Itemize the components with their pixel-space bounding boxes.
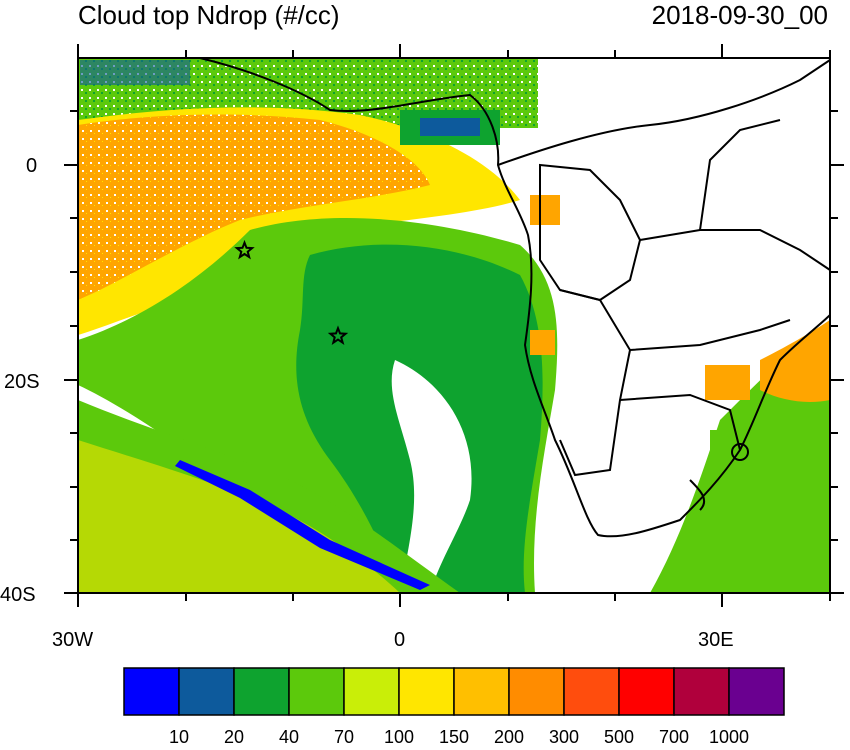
colorbar-segment — [728, 667, 785, 716]
colorbar-segment — [288, 667, 345, 716]
lat-label-40s: 40S — [0, 584, 36, 606]
lon-label-30w: 30W — [52, 629, 93, 651]
colorbar-label: 70 — [334, 727, 354, 747]
star-marker-2 — [327, 325, 349, 346]
coastlines — [199, 58, 830, 538]
colorbar-segment — [508, 667, 565, 716]
colorbar-label: 150 — [439, 727, 469, 747]
colorbar-segment — [123, 667, 180, 716]
cloud-field — [78, 58, 830, 593]
colorbar-label: 100 — [384, 727, 414, 747]
colorbar-segment — [453, 667, 510, 716]
colorbar-segment — [618, 667, 675, 716]
colorbar: 10 20 40 70 100 150 200 300 500 700 1000 — [123, 667, 785, 747]
star-markers — [234, 239, 349, 346]
colorbar-segment — [178, 667, 235, 716]
colorbar-segment — [343, 667, 400, 716]
chart-title: Cloud top Ndrop (#/cc) — [78, 0, 340, 30]
axis-ticks — [64, 44, 844, 607]
colorbar-segment — [673, 667, 730, 716]
colorbar-label: 40 — [279, 727, 299, 747]
colorbar-label: 700 — [659, 727, 689, 747]
colorbar-segment — [233, 667, 290, 716]
colorbar-label: 500 — [604, 727, 634, 747]
colorbar-segment — [563, 667, 620, 716]
colorbar-label: 10 — [169, 727, 189, 747]
star-marker-1 — [234, 239, 255, 260]
colorbar-label: 300 — [549, 727, 579, 747]
lon-label-30e: 30E — [698, 629, 734, 651]
colorbar-label: 20 — [224, 727, 244, 747]
lon-label-0: 0 — [394, 629, 405, 651]
colorbar-label: 200 — [494, 727, 524, 747]
lat-label-0: 0 — [26, 155, 37, 177]
datetime-label: 2018-09-30_00 — [651, 0, 828, 30]
lat-label-20s: 20S — [4, 371, 40, 393]
colorbar-label: 1000 — [709, 727, 749, 747]
colorbar-segment — [398, 667, 455, 716]
